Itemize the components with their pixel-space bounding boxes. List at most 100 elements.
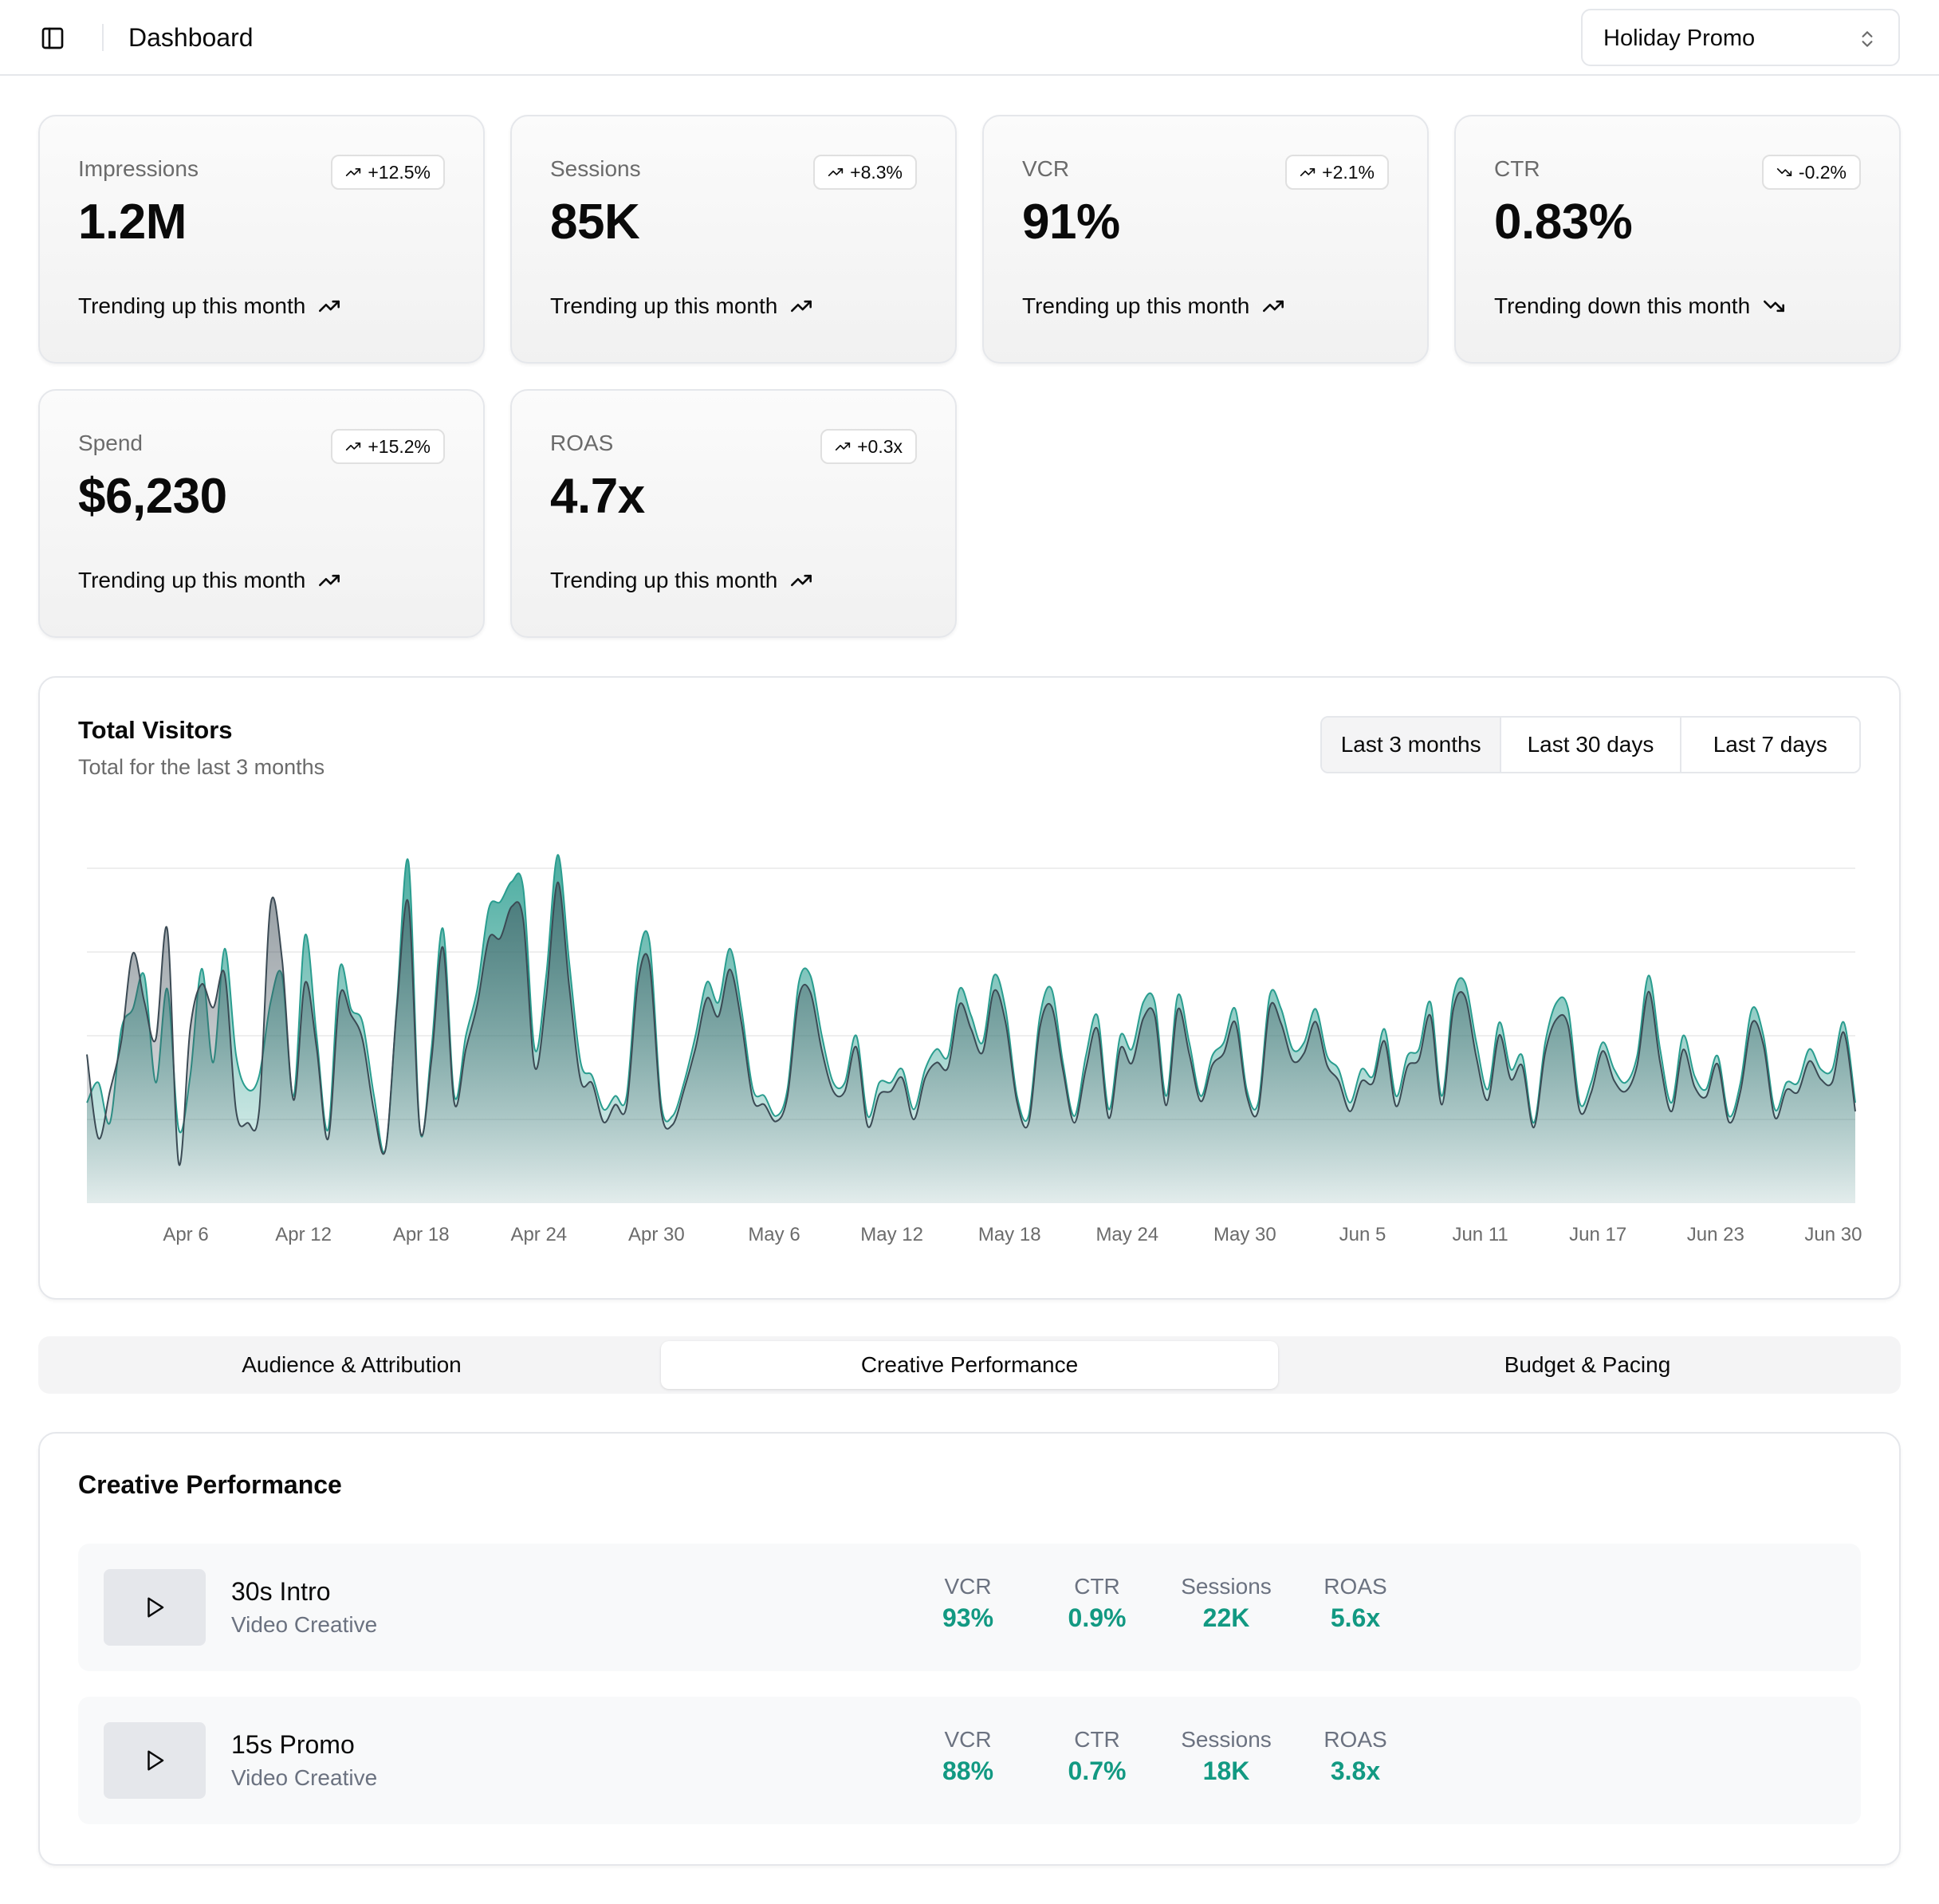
metric-value: 93% — [942, 1603, 994, 1632]
kpi-card: VCR 91% +2.1% Trending up this month — [982, 115, 1429, 364]
creative-name: 15s Promo — [231, 1730, 355, 1759]
trending-down-icon — [1776, 168, 1792, 176]
kpi-change-badge: +0.3x — [820, 429, 917, 464]
tab-budget-pacing[interactable]: Budget & Pacing — [1504, 1352, 1671, 1377]
creative-metric: VCR 88% — [904, 1725, 1032, 1788]
creative-metric: CTR 0.7% — [1033, 1725, 1161, 1788]
x-tick-label: May 24 — [1095, 1224, 1158, 1245]
series-upper-line — [86, 854, 1856, 1154]
kpi-footer: Trending up this month — [550, 566, 812, 595]
page-title: Dashboard — [128, 23, 254, 52]
x-tick-label: Apr 12 — [275, 1224, 332, 1245]
metric-label: VCR — [944, 1727, 992, 1752]
x-tick-label: Jun 30 — [1804, 1224, 1862, 1245]
tab-creative-performance[interactable]: Creative Performance — [661, 1341, 1278, 1389]
kpi-footer: Trending up this month — [550, 292, 812, 321]
trending-up-icon — [319, 574, 340, 587]
trending-up-icon — [1263, 300, 1284, 313]
range-last-30-days[interactable]: Last 30 days — [1501, 718, 1681, 772]
kpi-label: CTR — [1494, 156, 1540, 181]
creative-metric: ROAS 5.6x — [1292, 1572, 1419, 1635]
creative-row: 15s Promo Video Creative VCR 88% CTR 0.7% Sess… — [78, 1697, 1861, 1824]
chart-subtitle: Total for the last 3 months — [78, 755, 325, 779]
creative-section-title: Creative Performance — [78, 1470, 342, 1499]
trending-down-icon — [1764, 300, 1785, 313]
metric-value: 22K — [1202, 1603, 1250, 1632]
x-tick-label: Apr 18 — [393, 1224, 450, 1245]
kpi-change-badge: +12.5% — [331, 155, 445, 190]
kpi-change-text: +2.1% — [1322, 161, 1375, 183]
trending-up-icon — [346, 168, 361, 176]
x-tick-label: May 6 — [748, 1224, 800, 1245]
kpi-label: VCR — [1022, 156, 1070, 181]
time-range-toggle: Last 3 months Last 30 days Last 7 days — [1320, 716, 1861, 773]
metric-label: CTR — [1074, 1574, 1120, 1599]
kpi-footer: Trending up this month — [78, 292, 340, 321]
kpi-value: 0.83% — [1494, 195, 1633, 250]
range-last-7-days[interactable]: Last 7 days — [1681, 718, 1859, 772]
metric-label: ROAS — [1323, 1574, 1387, 1599]
sidebar-panel-icon — [41, 27, 64, 49]
chart-title: Total Visitors — [78, 716, 233, 744]
kpi-card: Spend $6,230 +15.2% Trending up this month — [38, 389, 485, 638]
kpi-change-text: +15.2% — [368, 435, 431, 457]
kpi-footer-text: Trending up this month — [550, 293, 778, 318]
kpi-footer: Trending up this month — [78, 566, 340, 595]
campaign-select[interactable]: Holiday Promo — [1581, 9, 1900, 66]
top-header: Dashboard Holiday Promo — [0, 0, 1939, 76]
kpi-change-text: +8.3% — [850, 161, 903, 183]
kpi-label: Sessions — [550, 156, 641, 181]
creative-thumbnail-play-button[interactable] — [104, 1722, 206, 1799]
metric-value: 18K — [1202, 1756, 1250, 1785]
metric-label: CTR — [1074, 1727, 1120, 1752]
trending-up-icon — [791, 574, 812, 587]
kpi-change-badge: +2.1% — [1285, 155, 1389, 190]
x-tick-label: Apr 6 — [163, 1224, 208, 1245]
range-last-3-months[interactable]: Last 3 months — [1322, 718, 1502, 772]
kpi-footer-text: Trending up this month — [1022, 293, 1250, 318]
header-divider — [102, 24, 104, 51]
creative-row: 30s Intro Video Creative VCR 93% CTR 0.9% Sess… — [78, 1544, 1861, 1671]
tab-audience-attribution[interactable]: Audience & Attribution — [242, 1352, 462, 1377]
kpi-footer-text: Trending down this month — [1494, 293, 1751, 318]
trending-up-icon — [828, 168, 844, 176]
kpi-change-badge: +15.2% — [331, 429, 445, 464]
sidebar-toggle-button[interactable] — [40, 26, 65, 51]
trending-up-icon — [835, 443, 851, 450]
trending-up-icon — [1300, 168, 1316, 176]
kpi-footer: Trending down this month — [1494, 292, 1785, 321]
kpi-footer-text: Trending up this month — [78, 293, 306, 318]
kpi-label: Spend — [78, 431, 143, 455]
metric-value: 0.9% — [1068, 1603, 1127, 1632]
kpi-value: 85K — [550, 195, 640, 250]
kpi-change-text: -0.2% — [1798, 161, 1847, 183]
visitors-area-chart: Apr 6 Apr 12 Apr 18 Apr 24 Apr 30 May 6 May 12… — [86, 854, 1862, 1245]
creative-metric: VCR 93% — [904, 1572, 1032, 1635]
kpi-label: ROAS — [550, 431, 614, 455]
x-tick-label: May 12 — [860, 1224, 923, 1245]
kpi-footer-text: Trending up this month — [78, 568, 306, 592]
x-tick-label: May 30 — [1213, 1224, 1276, 1245]
kpi-footer-text: Trending up this month — [550, 568, 778, 592]
play-icon — [147, 1750, 164, 1771]
metric-value: 3.8x — [1330, 1756, 1381, 1785]
kpi-change-text: +12.5% — [368, 161, 431, 183]
metric-label: VCR — [944, 1574, 992, 1599]
x-tick-label: Jun 5 — [1339, 1224, 1386, 1245]
kpi-card: ROAS 4.7x +0.3x Trending up this month — [510, 389, 957, 638]
creative-metric: Sessions 22K — [1162, 1572, 1290, 1635]
play-icon — [147, 1597, 164, 1618]
x-tick-label: Apr 24 — [510, 1224, 567, 1245]
creative-metric: ROAS 3.8x — [1292, 1725, 1419, 1788]
creative-metric: CTR 0.9% — [1033, 1572, 1161, 1635]
metric-value: 0.7% — [1068, 1756, 1127, 1785]
x-tick-label: Jun 17 — [1569, 1224, 1626, 1245]
creative-thumbnail-play-button[interactable] — [104, 1569, 206, 1646]
kpi-label: Impressions — [78, 156, 199, 181]
x-tick-label: May 18 — [978, 1224, 1041, 1245]
campaign-select-value: Holiday Promo — [1603, 26, 1756, 51]
x-tick-label: Jun 23 — [1687, 1224, 1744, 1245]
metric-value: 5.6x — [1330, 1603, 1381, 1632]
metric-label: Sessions — [1181, 1727, 1272, 1752]
x-tick-label: Apr 30 — [628, 1224, 685, 1245]
